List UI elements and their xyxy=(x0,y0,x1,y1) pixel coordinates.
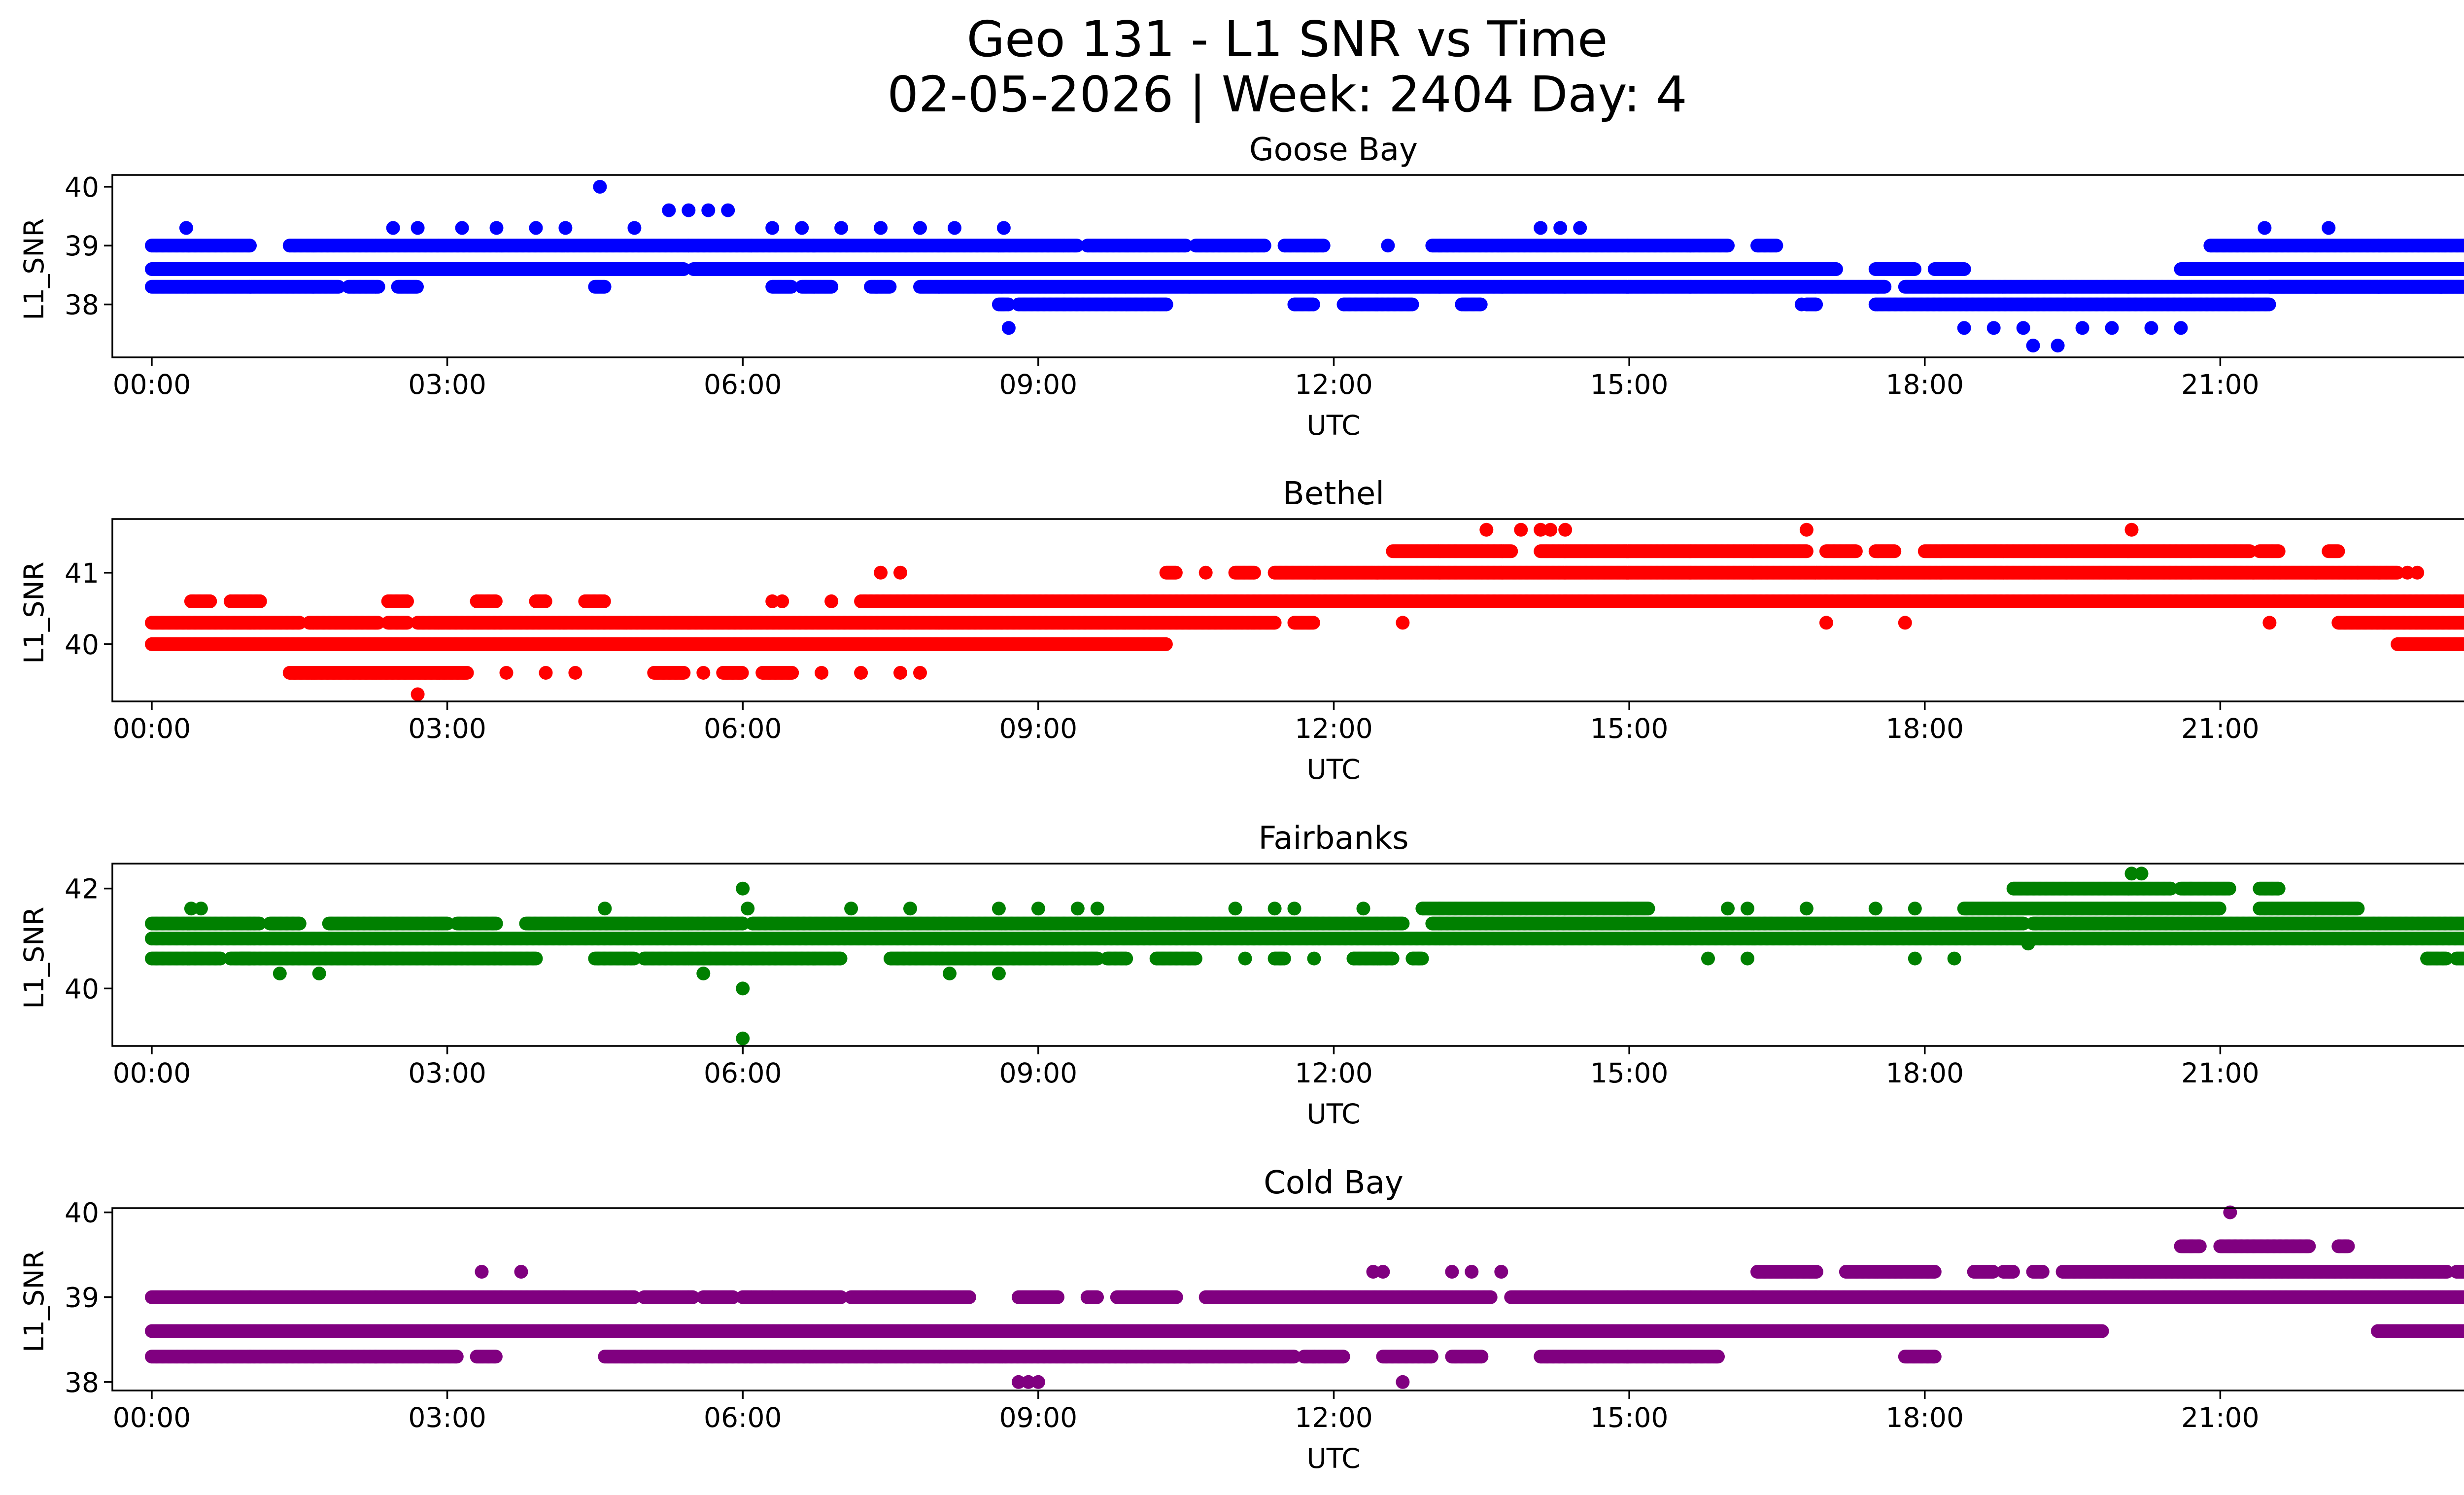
data-point xyxy=(598,280,612,294)
figure-title-line-1: Geo 131 - L1 SNR vs Time xyxy=(967,10,1608,68)
data-point xyxy=(1878,280,1891,294)
data-point xyxy=(372,280,385,294)
figure: Geo 131 - L1 SNR vs Time 02-05-2026 | We… xyxy=(0,0,2464,1495)
data-point xyxy=(410,280,424,294)
subplot-title: Goose Bay xyxy=(1249,132,1418,168)
data-point xyxy=(824,280,838,294)
data-point xyxy=(883,280,896,294)
figure-title-line-2: 02-05-2026 | Week: 2404 Day: 4 xyxy=(887,66,1687,123)
